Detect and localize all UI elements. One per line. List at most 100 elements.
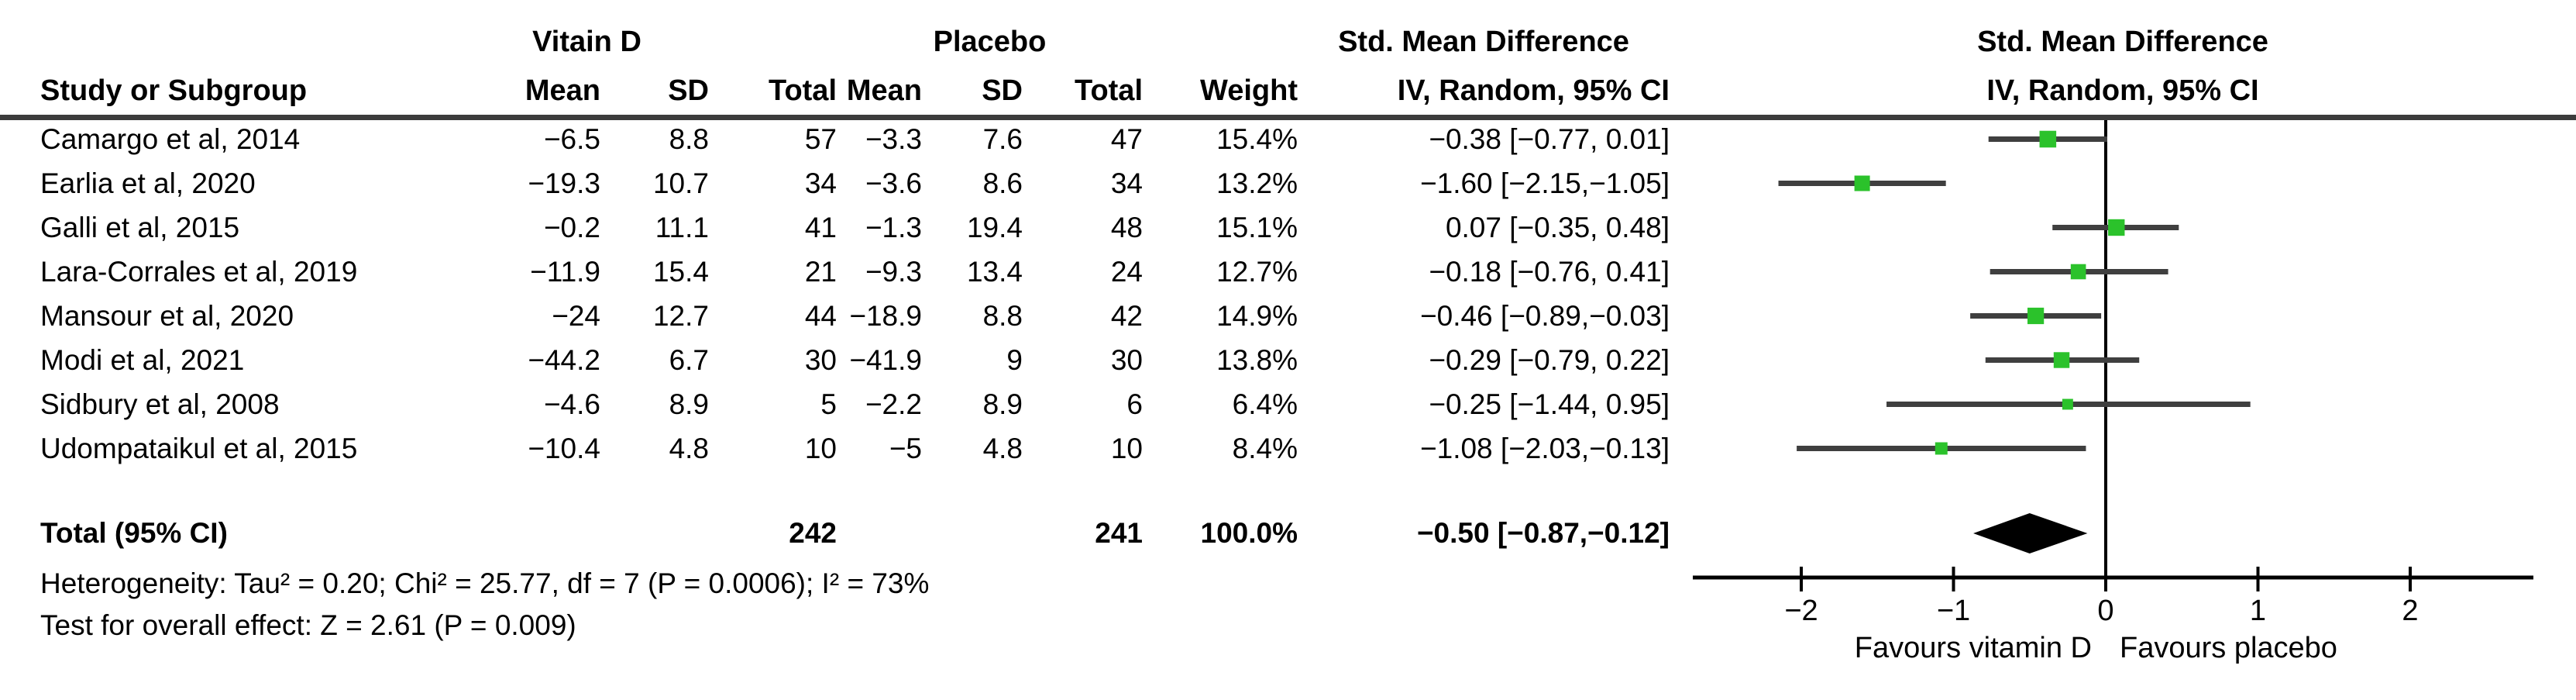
study-row: Udompataikul et al, 2015 −10.4 4.8 10 −5 4.8 1… [0, 426, 2576, 471]
study-ci-text: −1.60 [−2.15,−1.05] [1420, 167, 1670, 199]
study-row: Galli et al, 2015 −0.2 11.1 41 −1.3 19.4 48 15.… [0, 205, 2576, 250]
treatment-sd: 4.8 [669, 433, 709, 464]
study-weight: 15.4% [1216, 123, 1298, 155]
study-name: Modi et al, 2021 [40, 344, 245, 376]
study-ci-text: −0.29 [−0.79, 0.22] [1429, 344, 1670, 376]
effect-square [1935, 442, 1948, 455]
treatment-mean: −4.6 [543, 388, 600, 420]
treatment-sd: 8.8 [669, 123, 709, 155]
treatment-sd: 8.9 [669, 388, 709, 420]
control-mean: −9.3 [865, 256, 922, 288]
empty-cell [922, 511, 1023, 555]
effect-column-header: Std. Mean Difference [1338, 26, 1629, 58]
group-header-row: Vitain D Placebo Std. Mean Difference St… [0, 21, 2576, 63]
control-mean-header: Mean [846, 74, 922, 107]
treatment-sd-header: SD [668, 74, 709, 107]
plot-column-header: Std. Mean Difference [1977, 26, 2268, 58]
treatment-group-header: Vitain D [532, 26, 641, 58]
treatment-total: 41 [804, 212, 837, 243]
treatment-mean: −6.5 [543, 123, 600, 155]
treatment-mean: −10.4 [528, 433, 600, 464]
treatment-total: 57 [804, 123, 837, 155]
study-row: Earlia et al, 2020 −19.3 10.7 34 −3.6 8.6 34 13… [0, 161, 2576, 205]
control-mean: −41.9 [849, 344, 922, 376]
control-total: 30 [1110, 344, 1143, 376]
weight-column-header: Weight [1200, 74, 1298, 107]
control-mean: −3.3 [865, 123, 922, 155]
treatment-total: 10 [804, 433, 837, 464]
treatment-sd: 6.7 [669, 344, 709, 376]
control-total-header: Total [1075, 74, 1143, 107]
treatment-total: 30 [804, 344, 837, 376]
effect-square [2070, 264, 2086, 280]
study-row: Lara-Corrales et al, 2019 −11.9 15.4 21 −9.3… [0, 250, 2576, 294]
treatment-sd: 12.7 [652, 300, 709, 332]
treatment-sd: 11.1 [655, 212, 709, 243]
control-total: 10 [1110, 433, 1143, 464]
study-ci-text: −0.18 [−0.76, 0.41] [1429, 256, 1670, 288]
heterogeneity-stats: Heterogeneity: Tau² = 0.20; Chi² = 25.77… [40, 567, 930, 599]
control-total: 24 [1110, 256, 1143, 288]
study-name: Earlia et al, 2020 [40, 167, 256, 199]
total-treatment-n: 242 [789, 517, 837, 549]
study-ci-text: −0.38 [−0.77, 0.01] [1429, 123, 1670, 155]
spacer [709, 21, 837, 63]
treatment-total-header: Total [769, 74, 837, 107]
study-ci-text: −0.46 [−0.89,−0.03] [1420, 300, 1670, 332]
control-mean: −3.6 [865, 167, 922, 199]
study-row: Sidbury et al, 2008 −4.6 8.9 5 −2.2 8.9 6 6.4% −… [0, 382, 2576, 426]
treatment-mean: −44.2 [528, 344, 600, 376]
treatment-total: 44 [804, 300, 837, 332]
study-row: Modi et al, 2021 −44.2 6.7 30 −41.9 9 30 13.8% −… [0, 338, 2576, 382]
spacer [0, 21, 465, 63]
treatment-mean: −19.3 [528, 167, 600, 199]
control-mean: −18.9 [849, 300, 922, 332]
total-ci-text: −0.50 [−0.87,−0.12] [1416, 517, 1670, 549]
control-sd: 7.6 [982, 123, 1023, 155]
total-weight: 100.0% [1200, 517, 1298, 549]
empty-cell [465, 511, 600, 555]
favours-left-label: Favours vitamin D [1855, 632, 2092, 664]
study-weight: 8.4% [1232, 433, 1298, 464]
effect-square [2027, 307, 2045, 325]
study-weight: 13.8% [1216, 344, 1298, 376]
study-weight: 13.2% [1216, 167, 1298, 199]
treatment-total: 5 [820, 388, 837, 420]
effect-square [2053, 352, 2070, 368]
control-total: 6 [1126, 388, 1143, 420]
effect-square [2062, 398, 2073, 410]
total-row: Total (95% CI) 242 241 100.0% −0.50 [−0.… [0, 511, 2576, 555]
treatment-total: 21 [804, 256, 837, 288]
tick-label: 2 [2402, 595, 2418, 627]
study-name: Camargo et al, 2014 [40, 123, 301, 155]
study-name: Sidbury et al, 2008 [40, 388, 280, 420]
treatment-sd: 15.4 [652, 256, 709, 288]
empty-cell [837, 511, 922, 555]
control-mean: −5 [889, 433, 922, 464]
study-rows: Camargo et al, 2014 −6.5 8.8 57 −3.3 7.6 47 15.… [0, 117, 2576, 471]
control-sd: 19.4 [966, 212, 1023, 243]
effect-square [2108, 219, 2125, 236]
total-label: Total (95% CI) [40, 517, 228, 549]
control-sd: 13.4 [966, 256, 1023, 288]
tick-label: −1 [1937, 595, 1970, 627]
control-mean: −2.2 [865, 388, 922, 420]
header-divider-rule [0, 115, 2576, 120]
empty-cell [600, 511, 709, 555]
treatment-sd: 10.7 [652, 167, 709, 199]
study-weight: 14.9% [1216, 300, 1298, 332]
tick-label: 1 [2250, 595, 2266, 627]
control-total: 34 [1110, 167, 1143, 199]
summary-diamond [1973, 513, 2088, 553]
spacer [1143, 21, 1298, 63]
study-name: Udompataikul et al, 2015 [40, 433, 358, 464]
forest-plot-canvas: −2 −1 0 1 2 Favours vitamin D Favours placebo [1693, 120, 2533, 664]
treatment-mean: −0.2 [543, 212, 600, 243]
treatment-total: 34 [804, 167, 837, 199]
control-sd: 8.6 [982, 167, 1023, 199]
study-name: Galli et al, 2015 [40, 212, 240, 243]
control-sd: 8.8 [982, 300, 1023, 332]
treatment-mean-header: Mean [524, 74, 600, 107]
study-weight: 12.7% [1216, 256, 1298, 288]
